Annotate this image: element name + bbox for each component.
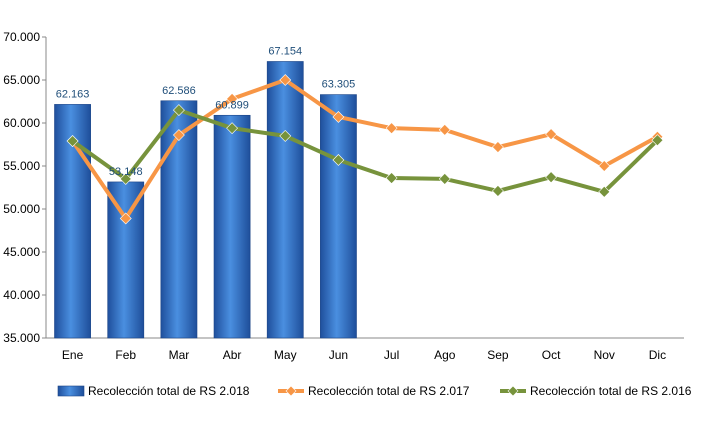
point-marker <box>438 172 451 185</box>
y-tick-label: 40.000 <box>3 288 40 302</box>
point-marker <box>279 74 292 86</box>
x-tick-label: Feb <box>115 348 136 362</box>
series-line <box>71 108 659 194</box>
x-tick-label: Dic <box>649 348 666 362</box>
point-marker <box>385 172 398 184</box>
legend-label: Recolección total de RS 2.016 <box>530 384 692 398</box>
x-tick-label: Oct <box>542 348 561 362</box>
bar-data-label: 53.148 <box>109 166 143 178</box>
point-marker <box>491 185 504 197</box>
point-marker <box>119 212 132 225</box>
point-marker <box>172 104 185 117</box>
legend-swatch <box>57 385 85 397</box>
bar-data-label: 63.305 <box>322 79 356 91</box>
point-marker <box>332 154 345 166</box>
point-marker <box>66 135 79 147</box>
bar <box>107 181 145 339</box>
y-tick-label: 65.000 <box>3 73 40 87</box>
x-tick-label: May <box>274 348 297 362</box>
legend-label: Recolección total de RS 2.018 <box>88 384 250 398</box>
line-series <box>66 74 664 225</box>
bar-data-label: 67.154 <box>268 45 302 57</box>
legend-swatch-marker <box>285 385 297 397</box>
legend-swatch-marker <box>507 385 519 397</box>
point-marker <box>385 122 398 135</box>
legend-label: Recolección total de RS 2.017 <box>308 384 470 398</box>
point-marker <box>438 123 451 136</box>
bar <box>213 114 251 339</box>
point-marker <box>279 129 292 142</box>
x-tick-label: Abr <box>223 348 242 362</box>
line-series-2 <box>66 104 664 198</box>
legend-item: Recolección total de RS 2.018 <box>57 384 250 398</box>
x-tick-label: Ene <box>62 348 84 362</box>
point-marker <box>119 172 132 185</box>
y-tick-label: 60.000 <box>3 116 40 130</box>
point-marker <box>332 111 345 123</box>
point-marker <box>226 92 239 105</box>
point-marker <box>545 171 558 184</box>
series-line <box>70 78 659 221</box>
x-tick-label: Ago <box>434 348 456 362</box>
y-tick-label: 50.000 <box>3 202 40 216</box>
x-tick-label: Jun <box>329 348 348 362</box>
legend-item: Recolección total de RS 2.016 <box>500 384 692 398</box>
legend-item: Recolección total de RS 2.017 <box>278 384 470 398</box>
y-axis: 35.000 40.000 45.000 50.000 55.000 60.000 65.0… <box>3 30 47 345</box>
data-labels: 62.163 53.148 62.586 60.899 67.154 63.305 <box>56 45 355 177</box>
y-tick-label: 35.000 <box>3 331 40 345</box>
y-tick-label: 55.000 <box>3 159 40 173</box>
x-tick-label: Mar <box>169 348 190 362</box>
point-marker <box>226 122 239 135</box>
point-marker <box>598 160 611 172</box>
point-marker <box>598 185 611 198</box>
bar <box>320 94 357 339</box>
bar-data-label: 60.899 <box>215 99 249 111</box>
bar-data-label: 62.163 <box>56 88 90 100</box>
y-tick-label: 70.000 <box>3 30 40 44</box>
point-marker <box>545 128 558 141</box>
bar-data-label: 62.586 <box>162 85 196 97</box>
legend: Recolección total de RS 2.018 Recolección… <box>57 384 692 398</box>
x-tick-label: Sep <box>487 348 509 362</box>
point-marker <box>651 134 664 147</box>
x-tick-label: Jul <box>384 348 399 362</box>
x-axis: Ene Feb Mar Abr May Jun Jul Ago Sep Oct Nov Dic <box>46 337 684 362</box>
y-tick-label: 45.000 <box>3 245 40 259</box>
line-series-1 <box>66 74 664 225</box>
bar-series <box>54 61 357 339</box>
x-tick-label: Nov <box>594 348 615 362</box>
point-marker <box>172 129 185 141</box>
bar <box>266 61 304 339</box>
point-marker <box>491 141 504 154</box>
